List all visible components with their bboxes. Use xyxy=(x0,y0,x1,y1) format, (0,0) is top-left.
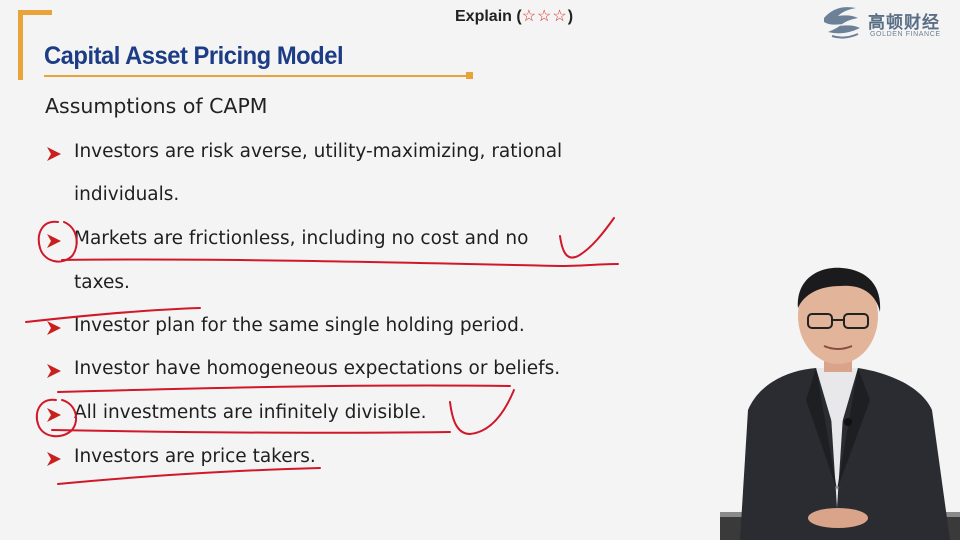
golden-finance-logo: 高顿财经 GOLDEN FINANCE xyxy=(818,2,956,42)
rating-stars: ☆☆☆ xyxy=(521,8,568,25)
bullet-arrow-icon xyxy=(46,320,62,336)
presenter-head xyxy=(798,268,878,364)
rating-close: ) xyxy=(567,8,574,25)
section-heading: Assumptions of CAPM xyxy=(45,94,268,118)
bullet-arrow-icon xyxy=(46,146,62,162)
difficulty-rating: Explain (☆☆☆) xyxy=(455,6,573,26)
list-item-1-line-2: individuals. xyxy=(74,184,180,205)
corner-bracket-decoration xyxy=(18,10,52,80)
title-underline xyxy=(44,75,470,77)
bullet-arrow-icon xyxy=(46,233,62,249)
assumption-list: Investors are risk averse, utility-maxim… xyxy=(46,141,563,467)
logo-chinese-text: 高顿财经 xyxy=(868,13,940,33)
glasses xyxy=(807,313,869,329)
logo-english-text: GOLDEN FINANCE xyxy=(870,31,941,38)
logo-swirl-icon xyxy=(824,7,860,39)
list-item-5: All investments are infinitely divisible… xyxy=(74,402,427,423)
title-underline-dot xyxy=(466,72,473,79)
list-item-4: Investor have homogeneous expectations o… xyxy=(74,358,561,379)
list-item-1-line-1: Investors are risk averse, utility-maxim… xyxy=(74,141,563,162)
list-item-2-line-1: Markets are frictionless, including no c… xyxy=(74,228,529,249)
list-item-3: Investor plan for the same single holdin… xyxy=(74,315,525,336)
bullet-arrow-icon xyxy=(46,363,62,379)
bullet-arrow-icon xyxy=(46,451,62,467)
presenter-video xyxy=(720,267,960,540)
bullet-arrow-icon xyxy=(46,407,62,423)
list-item-6: Investors are price takers. xyxy=(74,446,316,467)
list-item-2-line-2: taxes. xyxy=(74,272,130,293)
rating-label: Explain ( xyxy=(455,8,522,25)
slide-title: Capital Asset Pricing Model xyxy=(44,42,344,70)
